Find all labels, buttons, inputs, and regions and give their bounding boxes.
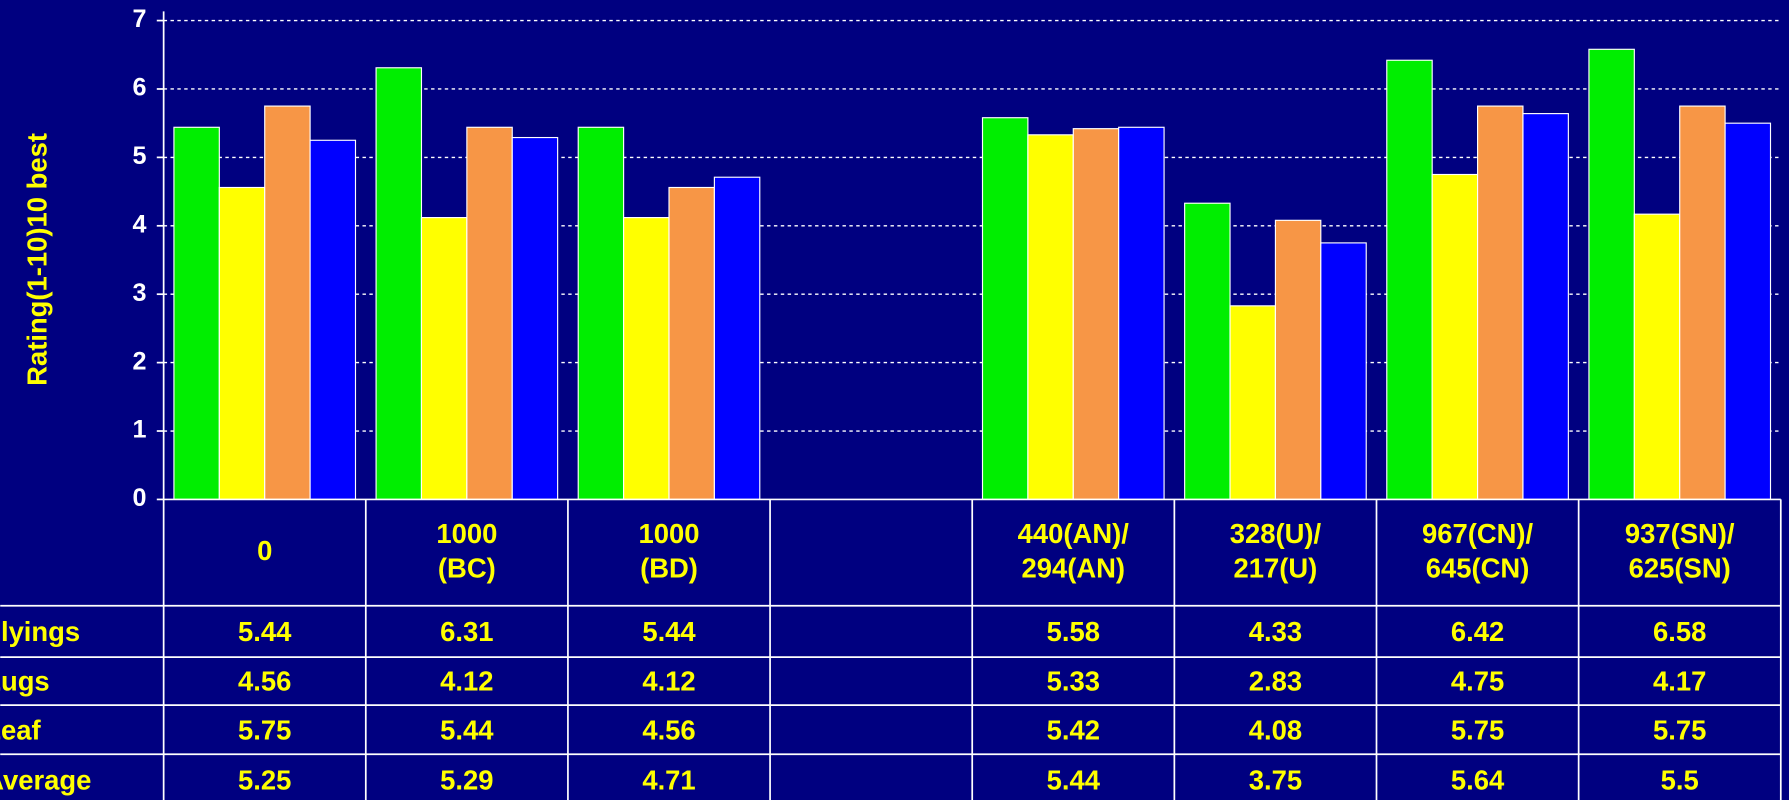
data-label: 4.56: [642, 714, 695, 745]
x-tick-label: 967(CN)/645(CN): [1422, 518, 1534, 583]
x-tick-label: 1000 (BD): [639, 518, 700, 583]
bar: [218, 186, 266, 500]
bar: [1477, 105, 1524, 500]
data-label: 4.75: [1451, 666, 1504, 697]
data-label: 5.44: [440, 714, 494, 745]
y-tick-label: 4: [133, 210, 147, 238]
data-label: 5.75: [1451, 714, 1504, 745]
data-label: 6.58: [1653, 616, 1706, 647]
bar: [309, 139, 357, 500]
data-label: 2.83: [1249, 666, 1302, 697]
data-label: 5.33: [1047, 666, 1100, 697]
data-label: 5.42: [1047, 714, 1100, 745]
bar: [264, 105, 311, 500]
x-tick-label: 937(SN)/625(SN): [1625, 518, 1735, 583]
bar: [420, 217, 468, 500]
data-label: 5.58: [1047, 616, 1100, 647]
data-label: 4.56: [238, 666, 291, 697]
bar: [1386, 59, 1433, 501]
data-label: 5.44: [1047, 765, 1101, 796]
y-axis-label: Rating(1-10)10 best: [21, 133, 52, 386]
y-tick-label: 1: [133, 416, 147, 444]
bar: [511, 136, 559, 500]
bar: [623, 217, 670, 500]
x-tick-label: 0: [257, 535, 272, 566]
bar: [668, 186, 715, 500]
y-tick-label: 3: [133, 279, 147, 307]
bar: [1274, 219, 1322, 500]
bar: [173, 126, 220, 501]
bar: [1072, 128, 1120, 501]
bar: [1588, 48, 1635, 500]
data-label: 4.71: [642, 765, 695, 796]
bar: [1027, 134, 1074, 500]
bar: [1118, 126, 1165, 501]
data-label: 5.75: [238, 714, 291, 745]
x-tick-label: 1000 (BC): [436, 518, 497, 583]
data-label: 5.44: [238, 616, 292, 647]
bar: [1679, 105, 1726, 500]
bar: [466, 126, 513, 501]
data-label: 4.12: [642, 666, 695, 697]
bar: [1431, 173, 1479, 501]
legend-label: Lugs: [0, 666, 50, 697]
y-tick-label: 7: [133, 5, 147, 33]
y-tick-label: 5: [133, 142, 147, 170]
data-label: 4.17: [1653, 666, 1706, 697]
y-tick-label: 2: [133, 347, 147, 375]
bar: [1522, 113, 1569, 501]
bar: [1229, 305, 1276, 500]
data-label: 5.5: [1661, 765, 1699, 796]
x-tick-label: 328(U)/217(U): [1230, 518, 1322, 583]
bar: [375, 67, 423, 501]
data-label: 5.25: [238, 765, 291, 796]
bar: [1320, 242, 1367, 500]
data-label: 5.75: [1653, 714, 1706, 745]
legend-label: Average: [0, 765, 91, 796]
data-label: 5.64: [1451, 765, 1505, 796]
bar: [1184, 202, 1231, 500]
data-label: 4.33: [1249, 616, 1302, 647]
data-label: 4.08: [1249, 714, 1302, 745]
bar: [981, 117, 1029, 501]
bar: [713, 176, 761, 501]
y-tick-label: 6: [133, 74, 147, 102]
bar: [577, 126, 625, 501]
data-label: 5.44: [642, 616, 696, 647]
legend-label: Flyings: [0, 616, 80, 647]
data-label: 3.75: [1249, 765, 1302, 796]
bar: [1633, 213, 1681, 500]
bar: [1724, 122, 1772, 501]
data-label: 6.42: [1451, 616, 1504, 647]
y-tick-label: 0: [133, 484, 147, 512]
data-label: 4.12: [440, 666, 493, 697]
data-label: 5.29: [440, 765, 493, 796]
legend-label: Leaf: [0, 714, 41, 745]
data-label: 6.31: [440, 616, 493, 647]
x-tick-label: 440(AN)/294(AN): [1018, 518, 1130, 583]
